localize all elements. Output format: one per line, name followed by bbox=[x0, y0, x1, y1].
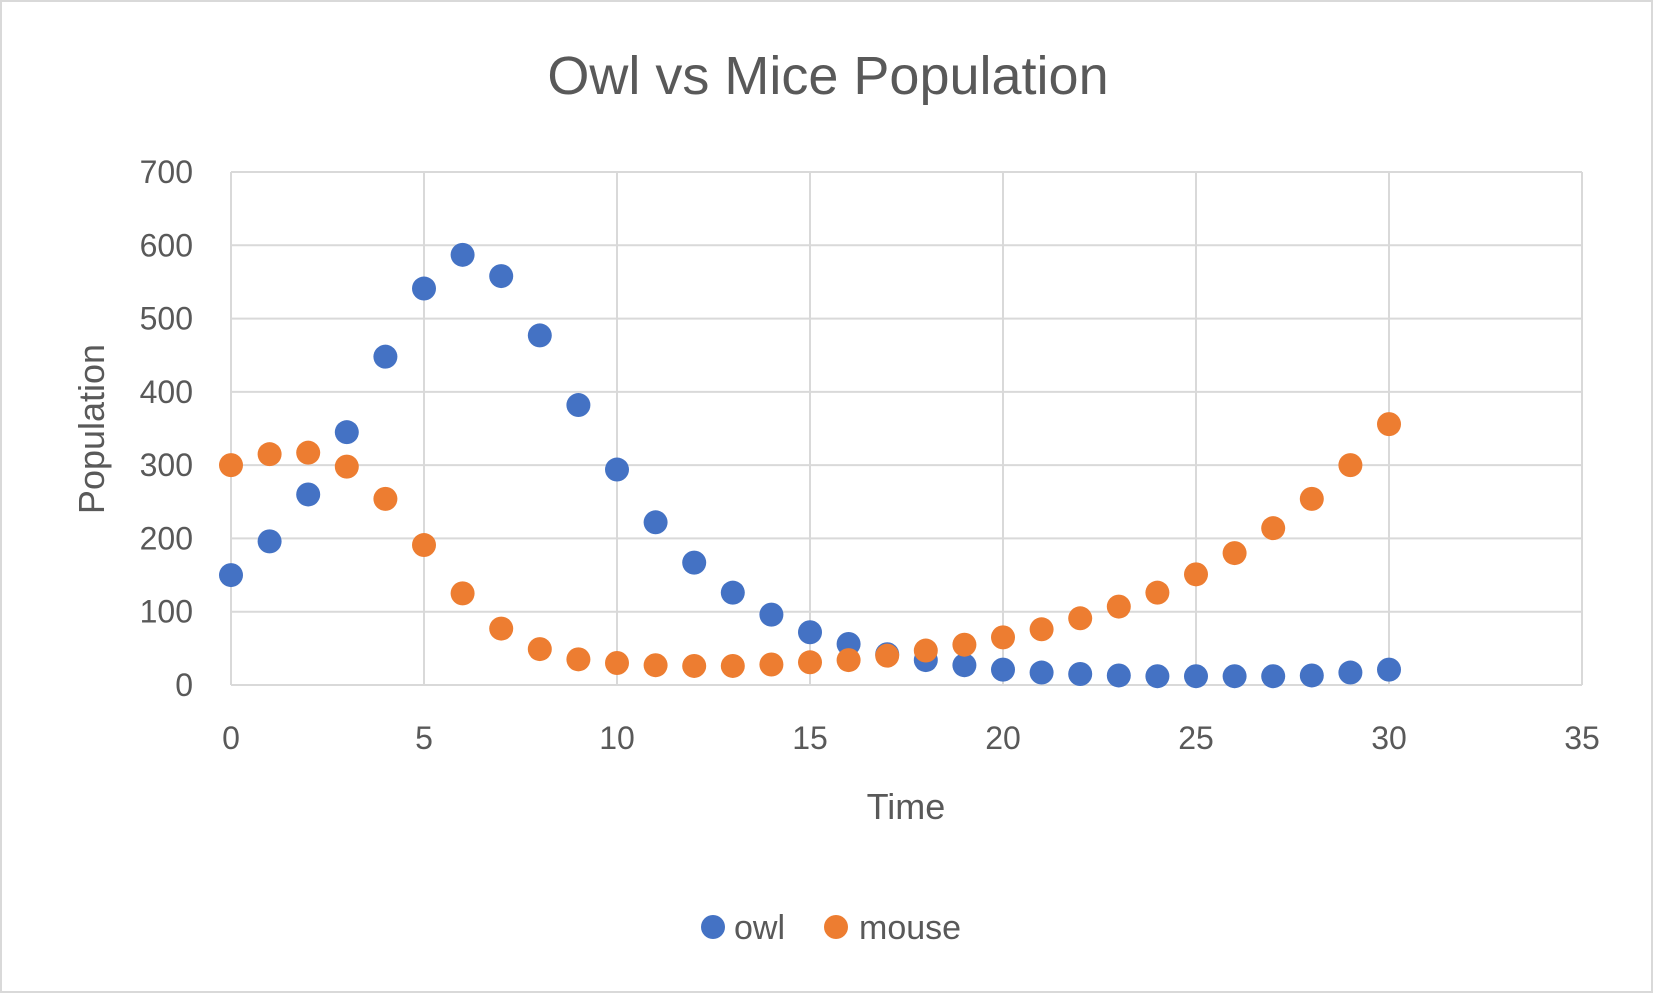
mouse-point bbox=[952, 632, 977, 657]
y-tick-label: 400 bbox=[140, 374, 193, 410]
owl-point bbox=[257, 529, 282, 554]
owl-point bbox=[1338, 660, 1363, 685]
y-tick-label: 300 bbox=[140, 447, 193, 483]
owl-point bbox=[566, 393, 591, 418]
owl-point bbox=[296, 482, 321, 507]
y-axis-title: Population bbox=[71, 344, 112, 514]
owl-point bbox=[489, 264, 514, 289]
y-tick-label: 200 bbox=[140, 520, 193, 556]
mouse-point bbox=[334, 454, 359, 479]
y-tick-label: 100 bbox=[140, 594, 193, 630]
x-tick-label: 10 bbox=[599, 720, 635, 756]
chart-title: Owl vs Mice Population bbox=[547, 46, 1108, 106]
owl-point bbox=[1299, 663, 1324, 688]
mouse-point bbox=[1184, 562, 1208, 587]
mouse-point bbox=[759, 652, 784, 677]
owl-point bbox=[334, 420, 359, 445]
owl-point bbox=[1222, 664, 1247, 689]
y-tick-label: 0 bbox=[175, 667, 193, 703]
x-axis-title: Time bbox=[867, 786, 946, 827]
mouse-point bbox=[257, 442, 282, 467]
legend-marker bbox=[824, 915, 848, 939]
mouse-point bbox=[1029, 617, 1054, 642]
mouse-point bbox=[1222, 541, 1247, 566]
mouse-point bbox=[1299, 486, 1324, 511]
tick-layer: 0 100 200 300 400 500 600 700 0 5 10 15 20 25 30 35 bbox=[140, 154, 1600, 756]
owl-point bbox=[373, 344, 398, 369]
owl-series bbox=[219, 242, 1401, 689]
owl-point bbox=[952, 653, 977, 678]
legend-item-owl: owl bbox=[701, 909, 785, 947]
owl-point bbox=[798, 620, 822, 645]
mouse-point bbox=[296, 440, 321, 465]
mouse-point bbox=[913, 638, 938, 663]
x-tick-label: 0 bbox=[222, 720, 240, 756]
owl-point bbox=[682, 550, 707, 575]
mouse-point bbox=[643, 653, 668, 678]
y-tick-label: 700 bbox=[140, 154, 193, 190]
mouse-point bbox=[412, 533, 436, 558]
owl-point bbox=[450, 242, 475, 267]
owl-point bbox=[1261, 664, 1286, 689]
mouse-point bbox=[1261, 516, 1286, 541]
y-tick-label: 500 bbox=[140, 301, 193, 337]
owl-point bbox=[643, 510, 668, 535]
grid-layer bbox=[230, 171, 1583, 686]
mouse-point bbox=[1068, 606, 1093, 631]
mouse-point bbox=[489, 616, 514, 641]
legend-marker bbox=[701, 915, 725, 939]
legend-label: owl bbox=[734, 909, 785, 947]
x-tick-label: 35 bbox=[1564, 720, 1600, 756]
mouse-point bbox=[991, 625, 1015, 650]
owl-point bbox=[759, 602, 784, 627]
mouse-point bbox=[1106, 594, 1131, 619]
x-tick-label: 25 bbox=[1178, 720, 1214, 756]
owl-point bbox=[605, 457, 629, 482]
mouse-point bbox=[1145, 580, 1170, 605]
mouse-point bbox=[450, 581, 475, 606]
mouse-point bbox=[219, 453, 243, 478]
mouse-point bbox=[605, 651, 629, 676]
mouse-point bbox=[682, 653, 707, 678]
owl-point bbox=[1068, 662, 1093, 687]
mouse-point bbox=[566, 647, 591, 672]
x-tick-label: 15 bbox=[792, 720, 828, 756]
x-tick-label: 30 bbox=[1371, 720, 1407, 756]
owl-point bbox=[1377, 657, 1401, 682]
mouse-point bbox=[798, 650, 822, 675]
owl-point bbox=[1029, 660, 1054, 685]
x-tick-label: 5 bbox=[415, 720, 433, 756]
owl-point bbox=[527, 323, 552, 348]
owl-point bbox=[720, 580, 745, 605]
x-tick-label: 20 bbox=[985, 720, 1021, 756]
owl-point bbox=[1145, 664, 1170, 689]
mouse-point bbox=[1338, 453, 1363, 478]
mouse-point bbox=[836, 648, 861, 673]
points-layer bbox=[219, 242, 1401, 689]
mouse-point bbox=[1377, 412, 1401, 437]
owl-point bbox=[219, 563, 243, 588]
mouse-point bbox=[875, 643, 900, 668]
mouse-point bbox=[720, 653, 745, 678]
mouse-point bbox=[373, 486, 398, 511]
legend-label: mouse bbox=[859, 909, 961, 947]
mouse-series bbox=[219, 412, 1401, 678]
owl-point bbox=[412, 276, 436, 301]
legend: owl mouse bbox=[701, 909, 961, 947]
owl-point bbox=[1184, 664, 1208, 689]
legend-item-mouse: mouse bbox=[824, 909, 961, 947]
owl-point bbox=[991, 657, 1015, 682]
mouse-point bbox=[527, 637, 552, 662]
y-tick-label: 600 bbox=[140, 227, 193, 263]
owl-point bbox=[1106, 663, 1131, 688]
